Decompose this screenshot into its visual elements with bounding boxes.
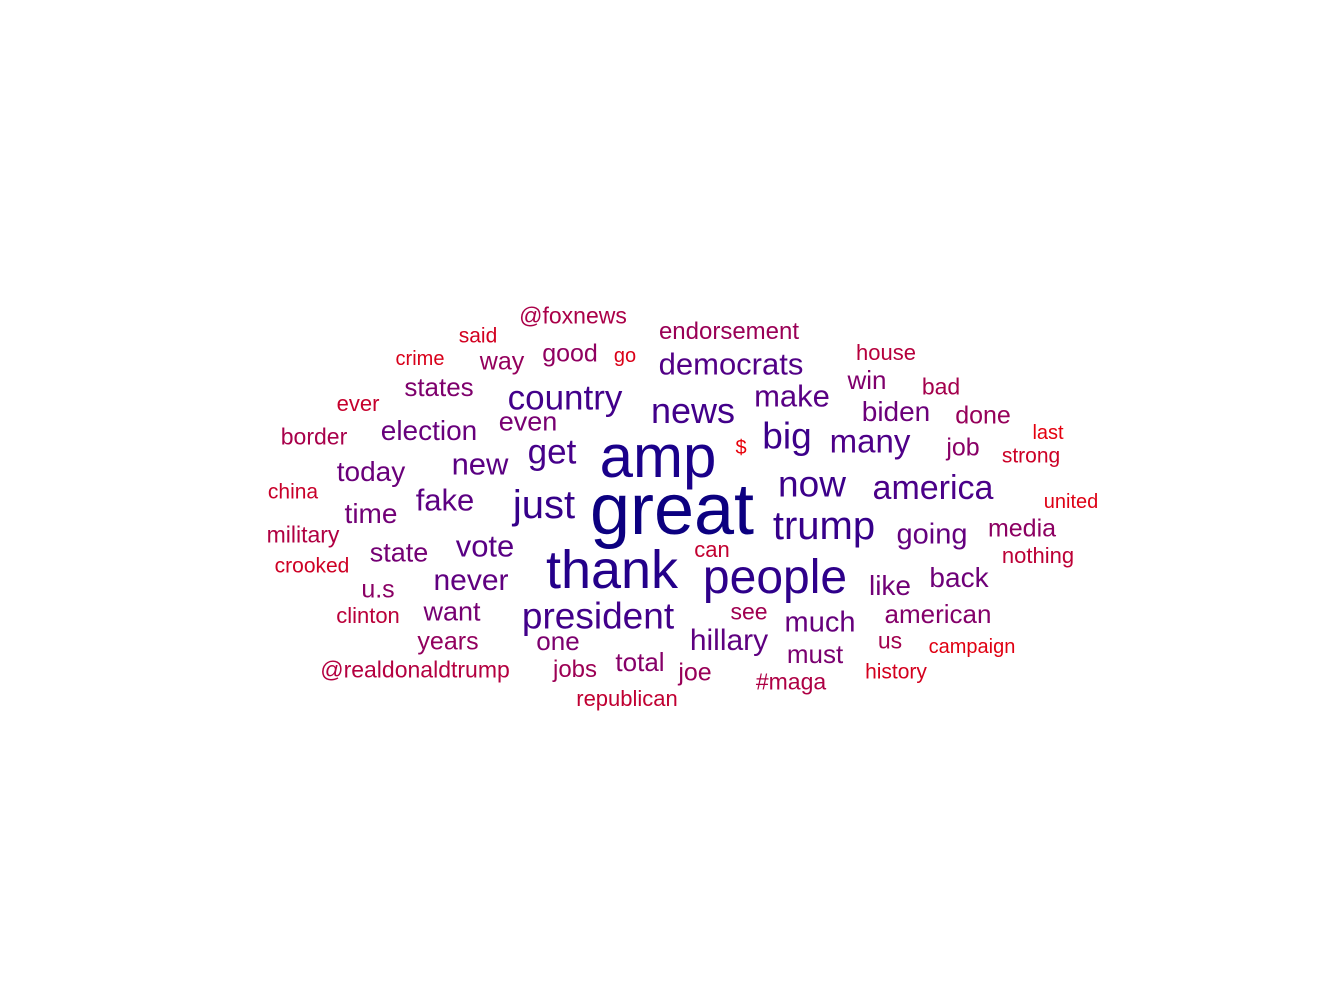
word-want: want xyxy=(423,596,481,627)
word-president: president xyxy=(521,595,675,637)
word-election: election xyxy=(380,415,478,446)
word-ever: ever xyxy=(336,391,380,416)
word-states: states xyxy=(404,372,474,402)
word-news: news xyxy=(650,390,736,431)
word-much: much xyxy=(784,606,856,639)
word-one: one xyxy=(536,626,580,656)
word-make: make xyxy=(754,378,830,414)
word-see: see xyxy=(730,598,768,625)
word-state: state xyxy=(369,537,429,568)
word-many: many xyxy=(829,422,911,460)
word-biden: biden xyxy=(861,396,931,427)
word-joe: joe xyxy=(678,658,712,687)
word-bad: bad xyxy=(921,373,961,400)
word-crime: crime xyxy=(395,348,445,370)
word-china: china xyxy=(267,480,319,504)
word-now: now xyxy=(778,463,846,505)
word-u-s: u.s xyxy=(361,575,395,604)
word-us: us xyxy=(877,627,903,654)
word-clinton: clinton xyxy=(336,603,400,628)
word-must: must xyxy=(786,639,844,669)
word-symbol-72: $ xyxy=(735,437,747,459)
word-done: done xyxy=(955,401,1011,430)
word-last: last xyxy=(1032,422,1064,444)
word-republican: republican xyxy=(576,686,678,711)
word-crooked: crooked xyxy=(274,554,350,578)
word-new: new xyxy=(451,446,509,482)
word-campaign: campaign xyxy=(928,636,1016,658)
word-history: history xyxy=(865,660,927,684)
word-house: house xyxy=(856,340,916,365)
word-go: go xyxy=(613,345,637,367)
word-vote: vote xyxy=(455,528,515,564)
word-even: even xyxy=(498,406,558,437)
word-strong: strong xyxy=(1001,444,1061,468)
word-going: going xyxy=(896,518,968,551)
word-win: win xyxy=(847,365,887,395)
word-endorsement: endorsement xyxy=(658,318,800,345)
word-media: media xyxy=(987,514,1057,543)
word-back: back xyxy=(929,562,989,593)
word-like: like xyxy=(868,570,912,601)
word-american: american xyxy=(884,599,992,629)
word-can: can xyxy=(694,537,730,562)
word-united: united xyxy=(1043,491,1099,513)
word-job: job xyxy=(946,433,980,462)
word-jobs: jobs xyxy=(552,656,598,683)
word-fake: fake xyxy=(415,482,475,518)
word-never: never xyxy=(433,564,509,597)
word-democrats: democrats xyxy=(658,346,804,382)
word-total: total xyxy=(615,647,665,677)
word-time: time xyxy=(344,498,398,529)
word-years: years xyxy=(417,627,479,656)
word-just: just xyxy=(512,483,576,527)
word-america: america xyxy=(872,469,994,507)
word-amp: amp xyxy=(599,423,717,490)
word-people: people xyxy=(702,551,848,604)
word-trump: trump xyxy=(772,504,876,548)
word-nothing: nothing xyxy=(1001,543,1075,568)
word-country: country xyxy=(507,378,623,418)
word-today: today xyxy=(336,456,406,487)
word-hillary: hillary xyxy=(689,624,769,657)
word-military: military xyxy=(266,521,340,548)
word-border: border xyxy=(280,423,348,450)
word-get: get xyxy=(527,432,577,472)
word-said: said xyxy=(458,324,498,348)
word-maga: #maga xyxy=(755,668,827,695)
word-great: great xyxy=(589,470,755,550)
word-realdonaldtrump: @realdonaldtrump xyxy=(320,656,510,683)
word-way: way xyxy=(479,347,525,376)
word-thank: thank xyxy=(545,540,679,600)
word-foxnews: @foxnews xyxy=(519,302,627,329)
word-big: big xyxy=(762,415,812,457)
word-good: good xyxy=(542,339,598,368)
